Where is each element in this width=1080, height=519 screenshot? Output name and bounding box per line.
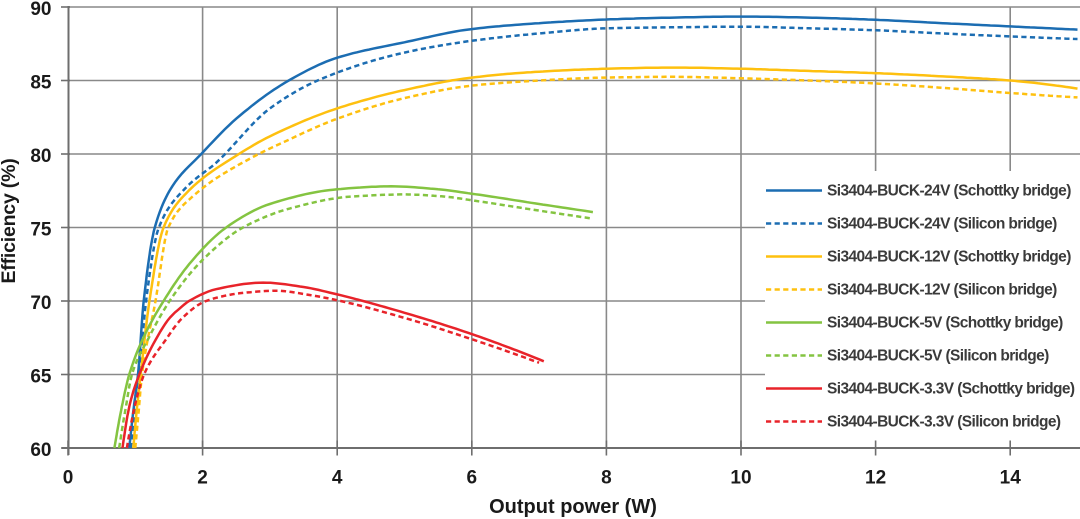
svg-text:85: 85: [30, 73, 52, 94]
svg-text:10: 10: [730, 468, 751, 489]
svg-text:75: 75: [30, 220, 52, 241]
svg-text:8: 8: [601, 468, 612, 489]
svg-text:6: 6: [467, 468, 478, 489]
svg-text:Si3404-BUCK-12V (Schottky brid: Si3404-BUCK-12V (Schottky bridge): [827, 249, 1071, 266]
svg-text:12: 12: [865, 468, 886, 489]
svg-text:Si3404-BUCK-5V (Schottky bridg: Si3404-BUCK-5V (Schottky bridge): [827, 315, 1063, 332]
svg-text:65: 65: [30, 367, 52, 388]
svg-text:Si3404-BUCK-3.3V (Silicon brid: Si3404-BUCK-3.3V (Silicon bridge): [827, 414, 1061, 431]
svg-text:80: 80: [30, 146, 51, 167]
svg-text:14: 14: [1000, 468, 1022, 489]
svg-text:Si3404-BUCK-3.3V (Schottky bri: Si3404-BUCK-3.3V (Schottky bridge): [827, 381, 1075, 398]
svg-text:0: 0: [63, 468, 74, 489]
svg-text:4: 4: [332, 468, 343, 489]
svg-text:Efficiency (%): Efficiency (%): [0, 158, 20, 283]
svg-text:2: 2: [197, 468, 208, 489]
svg-text:60: 60: [30, 440, 51, 461]
svg-text:Si3404-BUCK-12V (Silicon bridg: Si3404-BUCK-12V (Silicon bridge): [827, 282, 1057, 299]
svg-text:Si3404-BUCK-5V (Silicon bridge: Si3404-BUCK-5V (Silicon bridge): [827, 348, 1049, 365]
svg-text:70: 70: [30, 293, 51, 314]
svg-text:Si3404-BUCK-24V (Schottky brid: Si3404-BUCK-24V (Schottky bridge): [827, 183, 1071, 200]
svg-text:90: 90: [30, 0, 51, 20]
svg-text:Output power (W): Output power (W): [489, 496, 657, 518]
svg-text:Si3404-BUCK-24V (Silicon bridg: Si3404-BUCK-24V (Silicon bridge): [827, 216, 1057, 233]
